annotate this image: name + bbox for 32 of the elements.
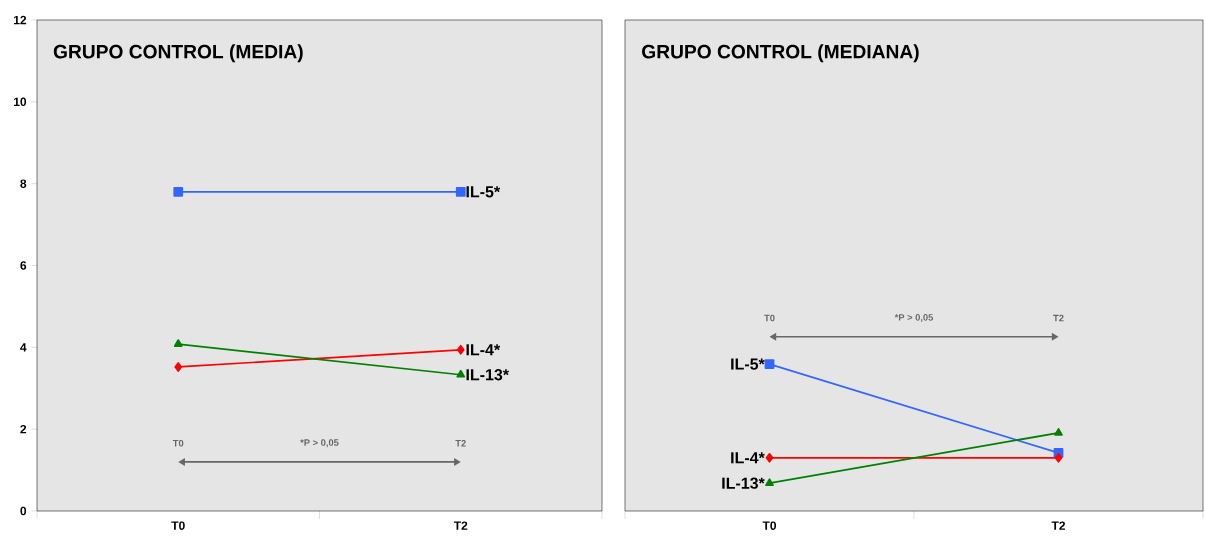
annotation: T2 — [1053, 314, 1064, 322]
x-tick-label: T2 — [453, 521, 468, 530]
series-label: IL-4* — [466, 344, 501, 356]
y-tick-label: 8 — [20, 179, 27, 188]
point — [173, 186, 184, 197]
x-tick-label: T0 — [762, 521, 777, 530]
point — [455, 186, 466, 197]
series-label: IL-13* — [466, 369, 510, 381]
annotation: T0 — [172, 439, 184, 447]
x-tick-label: T0 — [171, 521, 185, 530]
annotation: *P > 0,05 — [894, 314, 934, 323]
series-label: IL-5* — [731, 358, 765, 370]
annotation: T2 — [455, 439, 466, 447]
series-label: IL-4* — [731, 452, 765, 464]
series-label: IL-13* — [722, 477, 765, 489]
point — [456, 344, 465, 355]
text: GRUPO CONTROL (MEDIANA) — [642, 44, 919, 63]
point — [765, 452, 774, 463]
annotation: *P > 0,05 — [300, 439, 339, 448]
point — [1054, 452, 1063, 463]
y-tick-label: 10 — [14, 97, 27, 107]
y-tick-label: 0 — [20, 506, 27, 516]
x-tick-label: T2 — [1051, 521, 1066, 530]
annotation: T0 — [764, 314, 775, 322]
point — [764, 359, 775, 369]
series-label: IL-5* — [466, 186, 501, 198]
y-tick-label: 12 — [14, 15, 27, 25]
y-tick-label: 6 — [20, 261, 27, 270]
point — [174, 362, 183, 372]
y-tick-label: 4 — [20, 343, 27, 352]
text: GRUPO CONTROL (MEDIA) — [53, 44, 303, 63]
y-tick-label: 2 — [20, 424, 27, 434]
